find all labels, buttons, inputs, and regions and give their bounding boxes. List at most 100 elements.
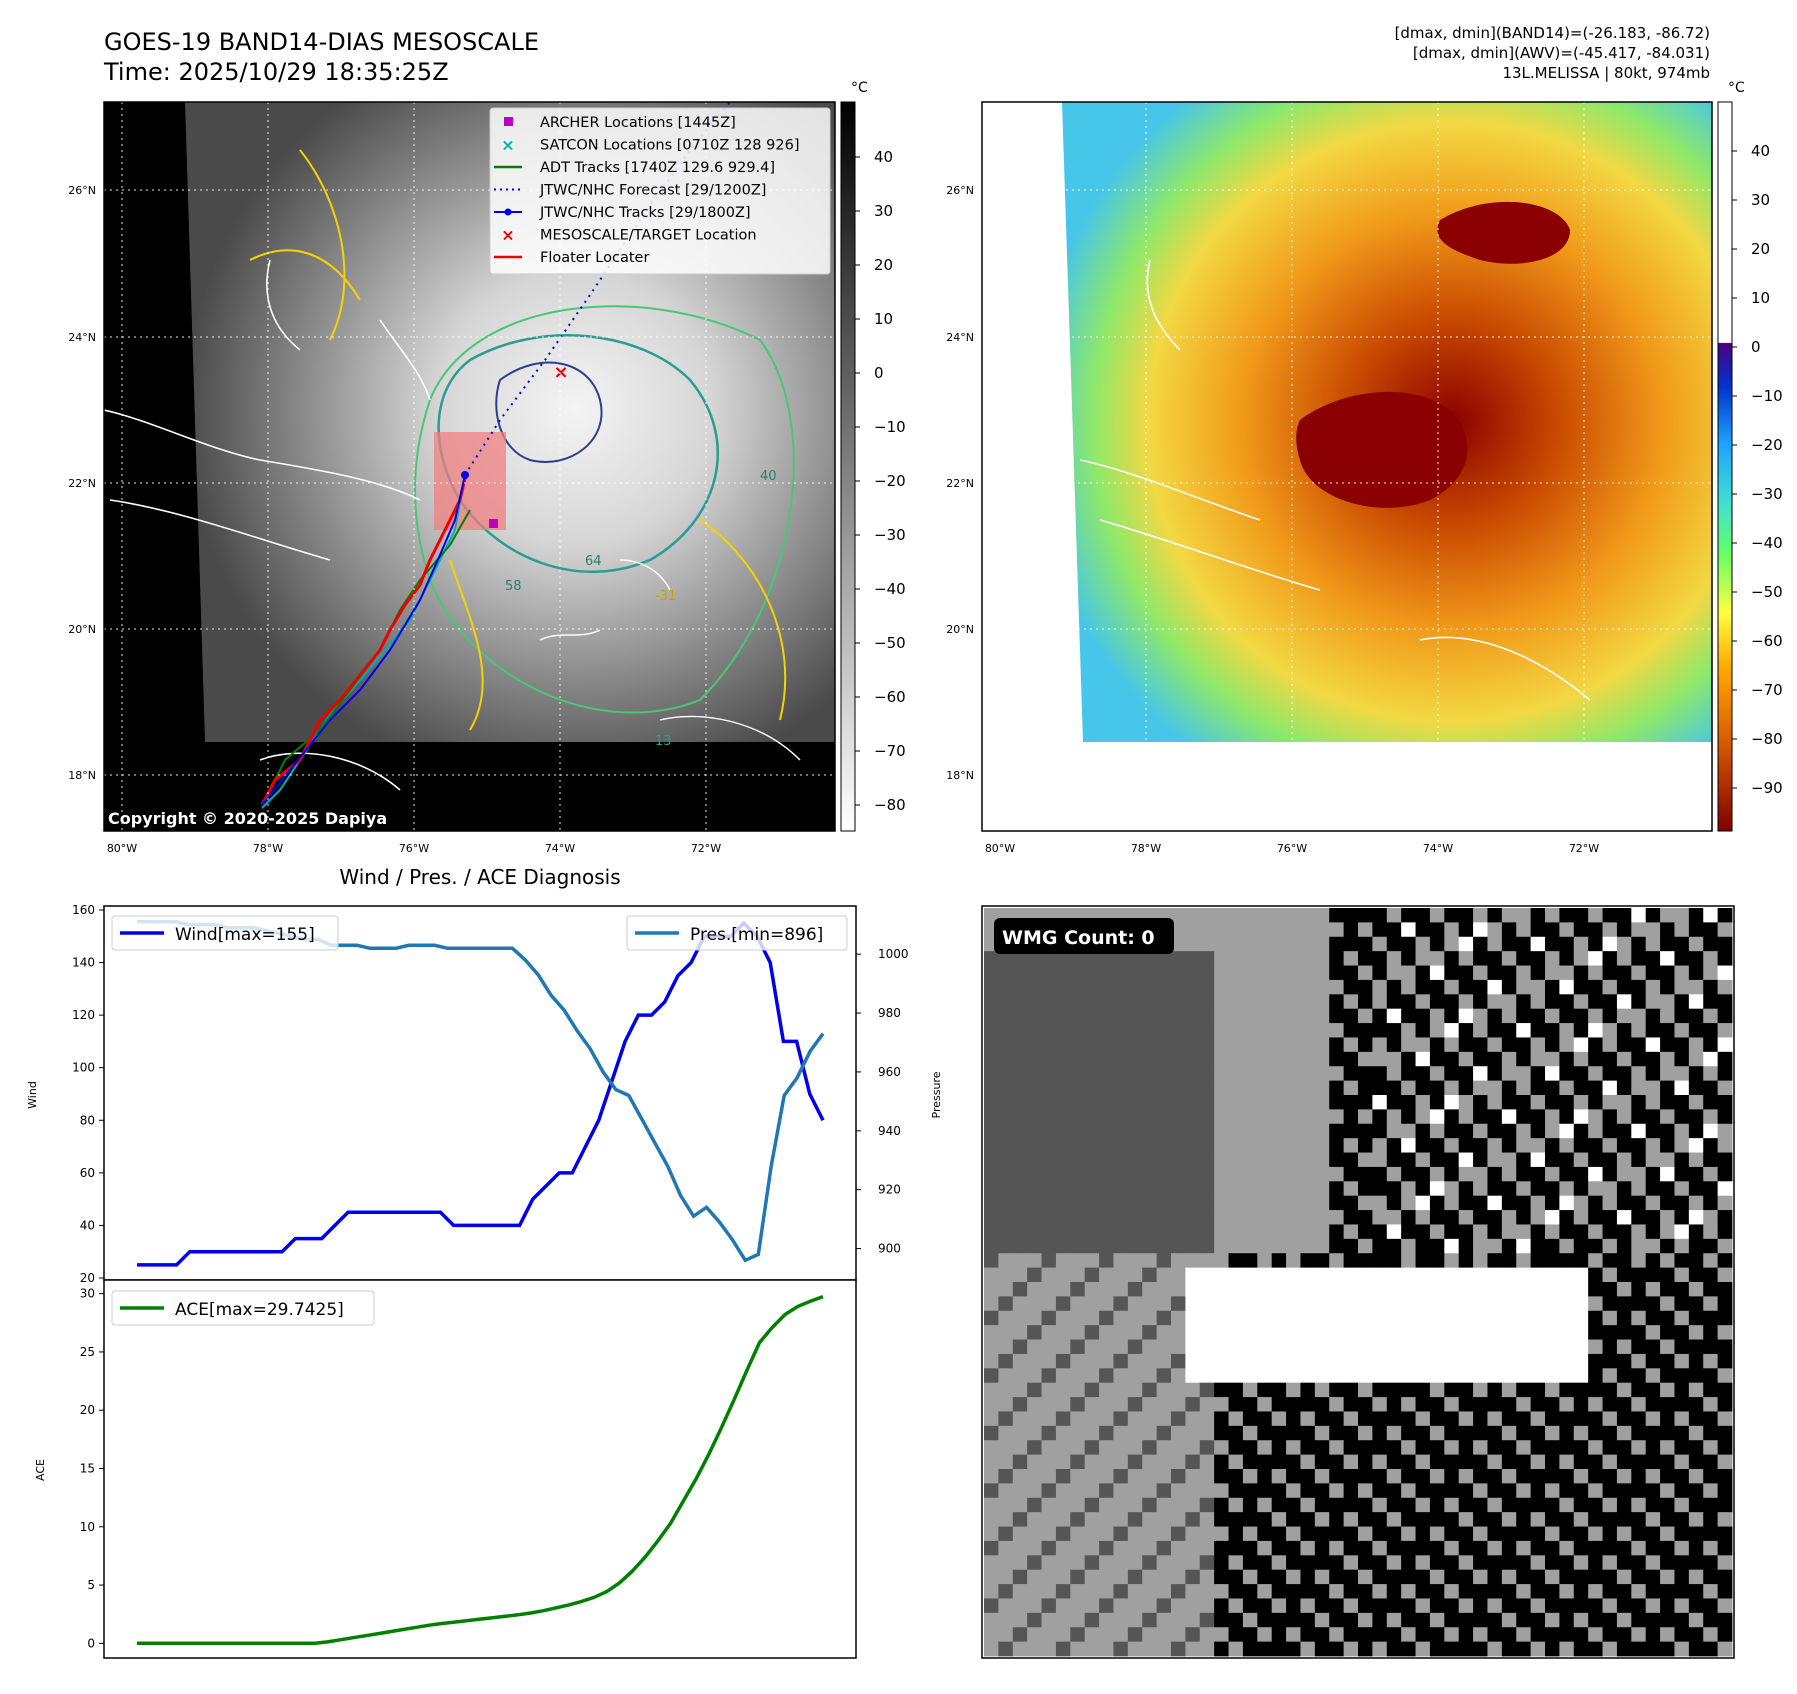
- wmg-cell: [1127, 1382, 1143, 1398]
- wmg-cell: [1012, 1584, 1028, 1599]
- wmg-cell: [1286, 1627, 1301, 1643]
- wmg-cell: [1616, 1037, 1632, 1053]
- wmg-cell: [1242, 1023, 1258, 1038]
- wmg-cell: [1386, 1411, 1402, 1427]
- wmg-cell: [1559, 908, 1575, 923]
- wmg-cell: [1458, 1569, 1474, 1585]
- wmg-cell: [1012, 1253, 1028, 1269]
- wmg-cell: [1616, 1123, 1632, 1139]
- wmg-cell: [1271, 1555, 1287, 1571]
- wmg-cell: [1257, 1454, 1273, 1470]
- wmg-cell: [1156, 1282, 1172, 1297]
- wmg-cell: [1386, 1080, 1402, 1096]
- wmg-cell: [1027, 1569, 1042, 1585]
- wmg-cell: [1473, 1166, 1488, 1182]
- wmg-cell: [1286, 1238, 1301, 1254]
- y-tick-label: 40: [80, 1218, 95, 1232]
- wmg-cell: [1343, 965, 1359, 981]
- wmg-cell: [1041, 1569, 1057, 1585]
- wmg-cell: [1055, 1181, 1071, 1197]
- wmg-cell: [1501, 965, 1517, 981]
- wmg-cell: [1588, 1641, 1603, 1657]
- wmg-cell: [1602, 1296, 1618, 1312]
- wmg-cell: [1501, 979, 1517, 995]
- wmg-cell: [1286, 1123, 1301, 1139]
- wmg-cell: [1242, 1181, 1258, 1197]
- wmg-cell: [1286, 1612, 1301, 1628]
- wmg-cell: [1286, 979, 1301, 995]
- wmg-cell: [1559, 994, 1575, 1010]
- wmg-cell: [984, 1152, 999, 1168]
- wmg-cell: [1257, 1325, 1273, 1340]
- wmg-cell: [1113, 1109, 1129, 1125]
- wmg-cell: [1185, 1095, 1201, 1110]
- wmg-cell: [1703, 1123, 1719, 1139]
- wmg-cell: [1645, 979, 1661, 995]
- wmg-cell: [1070, 1080, 1086, 1096]
- wmg-cell: [1358, 922, 1373, 938]
- wmg-cell: [1055, 1267, 1071, 1283]
- wmg-cell: [1602, 922, 1618, 938]
- wmg-cell: [1631, 908, 1647, 923]
- wmg-cell: [1012, 1282, 1028, 1297]
- wmg-cell: [1415, 1440, 1431, 1456]
- wmg-cell: [1041, 1425, 1057, 1441]
- wmg-cell: [984, 1138, 999, 1153]
- wmg-cell: [1257, 1210, 1273, 1225]
- wmg-cell: [1602, 1267, 1618, 1283]
- wmg-cell: [1660, 1584, 1675, 1599]
- wmg-cell: [1717, 1253, 1733, 1269]
- legend-x-icon: ×: [501, 136, 514, 155]
- wmg-cell: [1429, 1368, 1445, 1384]
- wmg-cell: [1530, 1066, 1546, 1082]
- wmg-cell: [1717, 1641, 1733, 1657]
- wmg-cell: [1386, 1253, 1402, 1269]
- wmg-cell: [984, 1325, 999, 1340]
- wmg-cell: [1645, 1497, 1661, 1513]
- wmg-cell: [1588, 1339, 1603, 1355]
- wmg-cell: [1501, 1540, 1517, 1556]
- wmg-cell: [1487, 1152, 1503, 1168]
- wmg-cell: [1314, 1382, 1330, 1398]
- wmg-cell: [1487, 1037, 1503, 1053]
- wmg-cell: [1473, 1008, 1488, 1024]
- wmg-cell: [1602, 1166, 1618, 1182]
- wmg-cell: [984, 1166, 999, 1182]
- wmg-cell: [984, 1627, 999, 1643]
- wmg-cell: [1070, 1454, 1086, 1470]
- wmg-cell: [1444, 1425, 1460, 1441]
- wmg-cell: [1156, 1497, 1172, 1513]
- wmg-cell: [1674, 1066, 1690, 1082]
- wmg-cell: [998, 1368, 1014, 1384]
- wmg-cell: [1415, 1066, 1431, 1082]
- wmg-cell: [1228, 1023, 1244, 1038]
- wmg-cell: [1660, 1023, 1675, 1038]
- wmg-cell: [1027, 1037, 1042, 1053]
- wmg-cell: [1142, 951, 1158, 966]
- wmg-cell: [1314, 1109, 1330, 1125]
- wmg-cell: [1041, 1339, 1057, 1355]
- wmg-cell: [1487, 1382, 1503, 1398]
- wmg-cell: [1444, 1238, 1460, 1254]
- wmg-cell: [1429, 1353, 1445, 1369]
- wmg-cell: [1185, 1123, 1201, 1139]
- wmg-cell: [1473, 1195, 1488, 1211]
- wmg-cell: [1055, 1166, 1071, 1182]
- wmg-cell: [1386, 1584, 1402, 1599]
- wmg-cell: [1372, 1037, 1388, 1053]
- wmg-cell: [1156, 1540, 1172, 1556]
- wmg-cell: [1386, 1008, 1402, 1024]
- wmg-cell: [1041, 1224, 1057, 1240]
- wmg-cell: [1602, 1023, 1618, 1038]
- wmg-cell: [1703, 1138, 1719, 1153]
- wmg-cell: [1703, 1325, 1719, 1340]
- wmg-cell: [1314, 1152, 1330, 1168]
- wmg-cell: [1530, 1224, 1546, 1240]
- wmg-cell: [1588, 1109, 1603, 1125]
- wmg-cell: [1185, 1224, 1201, 1240]
- wmg-cell: [1573, 1425, 1589, 1441]
- wmg-cell: [1127, 1181, 1143, 1197]
- wmg-cell: [1473, 1282, 1488, 1297]
- wmg-cell: [1012, 1023, 1028, 1038]
- wmg-cell: [1401, 1512, 1416, 1527]
